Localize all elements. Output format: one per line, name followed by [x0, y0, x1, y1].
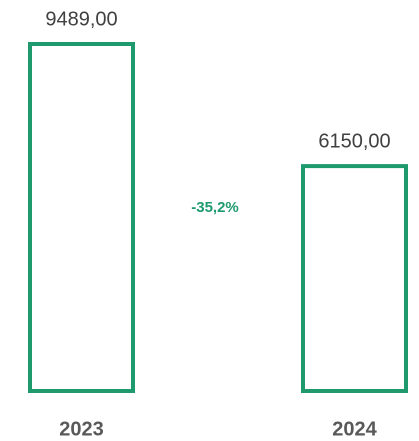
- bar: [301, 164, 408, 393]
- value-label: 6150,00: [318, 130, 390, 152]
- x-tick-label: 2023: [59, 418, 104, 440]
- value-label: 9489,00: [45, 8, 117, 30]
- change-annotation: -35,2%: [191, 199, 239, 216]
- x-tick-label: 2024: [332, 418, 377, 440]
- bar: [28, 42, 135, 393]
